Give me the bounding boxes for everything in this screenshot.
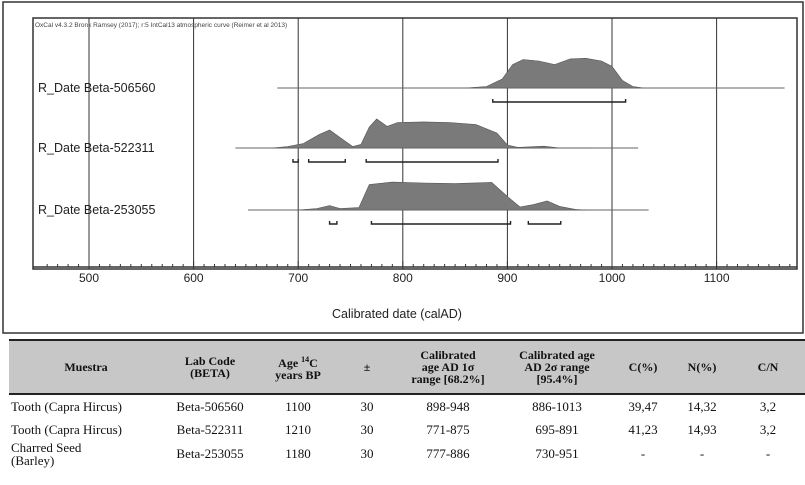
chart-panel: R_Date Beta-506560 R_Date Beta-522311 R_Da…: [2, 1, 804, 334]
cell-age: 1210: [285, 421, 311, 437]
table-row: Tooth (Capra Hircus) Beta-506560 1100 30…: [9, 394, 805, 418]
x-tick-label: 500: [79, 271, 99, 285]
series-label: R_Date Beta-506560: [38, 81, 155, 95]
x-tick-label: 700: [288, 271, 308, 285]
series-3: R_Date Beta-253055: [38, 181, 649, 225]
range-2sigma-bracket: [328, 221, 338, 225]
probability-density: [465, 57, 644, 89]
cell-lab-code: Beta-522311: [176, 421, 244, 437]
series-label: R_Date Beta-522311: [38, 141, 155, 155]
cell-nitrogen: 14,32: [687, 398, 717, 414]
cell-nitrogen: -: [699, 446, 705, 461]
cell-age: 1100: [285, 398, 311, 414]
cell-plus-minus: 30: [360, 398, 374, 414]
x-tick-label: 800: [393, 271, 413, 285]
x-tick-label: 1000: [599, 271, 626, 285]
cell-age: 1180: [285, 446, 311, 461]
range-2sigma-bracket: [492, 99, 627, 103]
cell-lab-code: Beta-506560: [176, 398, 244, 414]
table-header-row: Muestra Lab Code (BETA) Age 14C years BP ±…: [9, 339, 805, 395]
header-plus-minus: ±: [339, 339, 395, 395]
header-nitrogen: N(%): [673, 339, 731, 395]
cell-lab-code: Beta-253055: [176, 446, 244, 461]
header-age: Age 14C years BP: [257, 339, 339, 395]
cell-cal-2sigma: 695-891: [535, 421, 579, 437]
cell-carbon: 41,23: [628, 421, 658, 437]
cell-cal-1sigma: 898-948: [426, 398, 470, 414]
range-2sigma-bracket: [527, 221, 562, 225]
header-carbon: C(%): [613, 339, 673, 395]
cell-muestra: Tooth (Capra Hircus): [11, 421, 123, 437]
cell-muestra: Charred Seed (Barley): [11, 440, 82, 468]
cell-cal-1sigma: 777-886: [426, 446, 470, 461]
header-muestra: Muestra: [9, 339, 163, 395]
cell-carbon: 39,47: [628, 398, 658, 414]
header-cal-2sigma: Calibrated age AD 2σ range [95.4%]: [501, 339, 613, 395]
header-lab-code: Lab Code (BETA): [163, 339, 257, 395]
probability-density: [298, 181, 586, 211]
header-cn: C/N: [731, 339, 805, 395]
range-2sigma-bracket: [365, 159, 499, 163]
table-row: Charred Seed (Barley) Beta-253055 1180 30…: [9, 441, 805, 467]
series-1: R_Date Beta-506560: [38, 57, 785, 103]
probability-density: [272, 118, 592, 149]
x-axis-label: Calibrated date (calAD): [332, 307, 462, 321]
cell-nitrogen: 14,93: [687, 421, 717, 437]
x-tick-label: 900: [497, 271, 517, 285]
series-layer: R_Date Beta-506560 R_Date Beta-522311 R_Da…: [38, 57, 785, 225]
range-2sigma-bracket: [307, 159, 346, 163]
cell-cn: 3,2: [759, 398, 777, 414]
cell-cal-1sigma: 771-875: [426, 421, 470, 437]
series-2: R_Date Beta-522311: [38, 118, 639, 163]
header-cal-1sigma: Calibrated age AD 1σ range [68.2%]: [395, 339, 501, 395]
table-row: Tooth (Capra Hircus) Beta-522311 1210 30…: [9, 418, 805, 441]
cell-cn: -: [765, 446, 771, 461]
radiocarbon-table: Muestra Lab Code (BETA) Age 14C years BP ±…: [9, 339, 805, 467]
grid-layer: [88, 18, 718, 269]
range-2sigma-bracket: [370, 221, 512, 225]
oxcal-credit: OxCal v4.3.2 Bronk Ramsey (2017); r:5 In…: [35, 22, 287, 29]
cell-plus-minus: 30: [360, 446, 374, 461]
x-tick-label: 1100: [704, 271, 730, 285]
series-label: R_Date Beta-253055: [38, 203, 155, 217]
oxcal-plot: R_Date Beta-506560 R_Date Beta-522311 R_Da…: [2, 1, 804, 334]
cell-muestra: Tooth (Capra Hircus): [11, 398, 123, 414]
cell-cal-2sigma: 730-951: [535, 446, 579, 461]
cell-carbon: -: [640, 446, 646, 461]
range-2sigma-bracket: [292, 159, 299, 163]
axis-layer: 500 600 700 800 900 1000 1100: [33, 261, 797, 285]
x-tick-label: 600: [184, 271, 204, 285]
cell-cal-2sigma: 886-1013: [532, 398, 582, 414]
cell-plus-minus: 30: [360, 421, 374, 437]
cell-cn: 3,2: [759, 421, 777, 437]
